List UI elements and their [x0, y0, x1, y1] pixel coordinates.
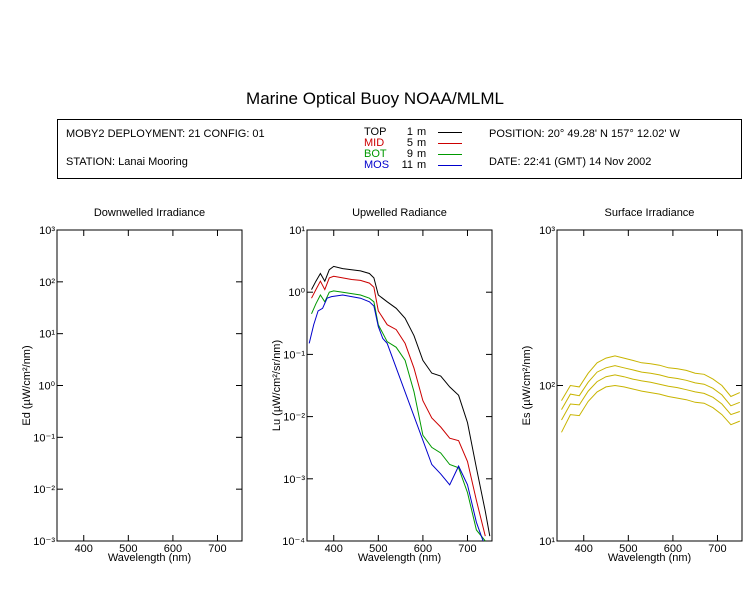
y-tick-label: 10⁻² — [33, 484, 55, 496]
legend-item-top: TOP 1 m — [364, 126, 484, 138]
y-tick-label: 10⁻³ — [33, 536, 55, 548]
x-axis-label: Wavelength (nm) — [108, 552, 191, 564]
series-line-es — [561, 355, 741, 401]
y-tick-label: 10⁰ — [38, 381, 55, 393]
series-line-es — [561, 374, 740, 421]
panel-title: Upwelled Radiance — [352, 207, 447, 219]
chart-panel-2: Upwelled Radiance 400 500 600 700 Wavelength … — [271, 207, 493, 564]
x-tick-label: 500 — [369, 543, 387, 555]
x-tick-label: 700 — [708, 543, 726, 555]
legend-label: MOS — [364, 159, 390, 171]
legend-unit: m — [417, 137, 427, 149]
series-line-mos — [308, 294, 484, 542]
y-tick-label: 10² — [539, 381, 555, 393]
legend-unit: m — [417, 159, 427, 171]
legend-item-bot: BOT 9 m — [364, 148, 484, 160]
legend-swatch — [438, 154, 462, 155]
x-axis-label: Wavelength (nm) — [608, 552, 691, 564]
series-line-es — [561, 384, 740, 433]
legend-label: BOT — [364, 148, 387, 160]
x-tick-label: 600 — [664, 543, 682, 555]
series-line-mid — [311, 275, 486, 537]
legend-depth: 5 — [406, 137, 413, 149]
date-text: DATE: 22:41 (GMT) 14 Nov 2002 — [489, 156, 652, 168]
plot-frame — [556, 229, 743, 542]
legend-label: MID — [364, 137, 385, 149]
plot-frame — [56, 229, 243, 542]
x-tick-label: 700 — [458, 543, 476, 555]
y-tick-label: 10² — [39, 277, 55, 289]
x-tick-label: 500 — [619, 543, 637, 555]
plot-frame — [306, 229, 493, 542]
x-tick-label: 400 — [575, 543, 593, 555]
info-box: MOBY2 DEPLOYMENT: 21 CONFIG: 01 STATION:… — [57, 119, 742, 179]
legend-depth: 11 — [401, 159, 413, 171]
y-tick-label: 10⁻³ — [283, 474, 305, 486]
y-axis-label: Ed (µW/cm²/nm) — [21, 345, 33, 425]
panel-title: Downwelled Irradiance — [94, 207, 205, 219]
x-tick-label: 700 — [208, 543, 226, 555]
y-tick-label: 10³ — [39, 225, 55, 237]
legend-swatch — [438, 165, 462, 166]
legend-swatch — [438, 143, 462, 144]
panel-title: Surface Irradiance — [605, 207, 695, 219]
x-tick-label: 600 — [164, 543, 182, 555]
y-tick-label: 10¹ — [539, 536, 555, 548]
legend-label: TOP — [364, 126, 387, 138]
chart-title: Marine Optical Buoy NOAA/MLML — [246, 89, 504, 108]
x-axis-label: Wavelength (nm) — [358, 552, 441, 564]
y-tick-label: 10⁰ — [288, 287, 305, 299]
legend-depth: 9 — [406, 148, 413, 160]
chart-panel-1: Downwelled Irradiance 400 500 600 700 Wavelen… — [21, 207, 243, 564]
deployment-text: MOBY2 DEPLOYMENT: 21 CONFIG: 01 — [66, 128, 265, 140]
chart-panel-3: Surface Irradiance 400 500 600 700 Wavelength… — [521, 207, 743, 564]
x-tick-label: 500 — [119, 543, 137, 555]
legend-unit: m — [417, 148, 427, 160]
y-tick-label: 10⁻¹ — [33, 432, 55, 444]
position-text: POSITION: 20° 49.28' N 157° 12.02' W — [489, 128, 680, 140]
y-axis-label: Es (µW/cm²/nm) — [521, 346, 533, 426]
legend-unit: m — [417, 126, 427, 138]
y-tick-label: 10³ — [539, 225, 555, 237]
series-line-top — [311, 265, 491, 537]
x-tick-label: 600 — [414, 543, 432, 555]
station-text: STATION: Lanai Mooring — [66, 156, 188, 168]
y-axis-label: Lu (µW/cm²/sr/nm) — [271, 340, 283, 431]
series-line-bot — [311, 290, 486, 542]
x-tick-label: 400 — [75, 543, 93, 555]
x-tick-label: 400 — [325, 543, 343, 555]
y-tick-label: 10⁻⁴ — [282, 536, 305, 548]
y-tick-label: 10¹ — [289, 225, 305, 237]
y-tick-label: 10⁻¹ — [283, 349, 305, 361]
y-tick-label: 10⁻² — [283, 412, 305, 424]
legend-depth: 1 — [406, 126, 413, 138]
legend-swatch — [438, 132, 462, 133]
y-tick-label: 10¹ — [39, 329, 55, 341]
legend-item-mid: MID 5 m — [364, 137, 484, 149]
legend-item-mos: MOS 11 m — [364, 159, 484, 171]
series-line-es — [561, 365, 740, 410]
